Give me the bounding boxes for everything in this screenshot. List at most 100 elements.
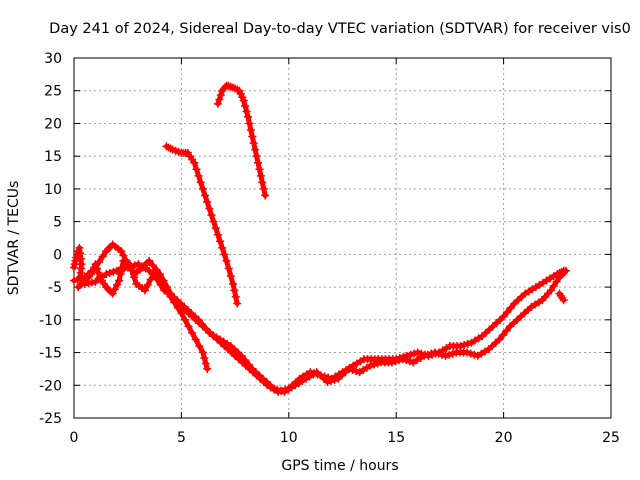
data-point — [559, 296, 568, 305]
data-point — [70, 276, 78, 285]
y-tick-label: -15 — [39, 346, 62, 362]
data-point — [191, 335, 200, 344]
data-point — [91, 260, 100, 269]
data-point — [201, 324, 210, 333]
data-point — [105, 268, 114, 277]
data-point — [243, 112, 252, 121]
y-tick-label: 20 — [44, 116, 62, 132]
data-point — [273, 385, 282, 394]
data-point — [423, 350, 432, 359]
y-tick-label: -20 — [39, 378, 62, 394]
data-point — [370, 360, 379, 369]
y-tick-labels: -25 -20 -15 -10 -5 0 5 10 15 20 25 30 — [39, 51, 62, 427]
data-point — [115, 276, 124, 285]
data-point — [73, 275, 82, 284]
data-point — [198, 184, 207, 193]
data-point — [195, 342, 204, 350]
data-point — [203, 198, 212, 206]
data-point — [241, 102, 250, 110]
data-point — [184, 322, 193, 331]
x-tick-label: 20 — [495, 430, 513, 446]
data-point — [413, 348, 422, 357]
data-point — [127, 266, 136, 275]
data-point — [226, 272, 235, 281]
data-point — [445, 350, 454, 359]
data-point — [222, 256, 231, 265]
data-point — [207, 211, 216, 220]
gridlines — [74, 58, 611, 418]
y-tick-label: 10 — [44, 182, 62, 198]
x-tick-labels: 0 5 10 15 20 25 — [70, 430, 620, 446]
data-point — [448, 349, 457, 358]
data-point — [94, 268, 103, 277]
data-point — [200, 354, 209, 362]
data-point — [125, 260, 134, 269]
data-point — [220, 250, 229, 259]
data-point — [143, 280, 152, 289]
data-point — [261, 191, 270, 200]
data-point — [203, 364, 212, 373]
data-point — [249, 139, 258, 148]
data-point — [498, 331, 507, 340]
data-point — [466, 349, 475, 358]
y-axis-label: SDTVAR / TECUs — [6, 181, 22, 296]
data-point — [117, 247, 126, 256]
data-point — [160, 286, 169, 295]
data-point — [112, 280, 121, 289]
data-point — [502, 326, 511, 335]
data-point — [373, 359, 382, 368]
data-point — [233, 299, 242, 308]
data-point — [251, 145, 260, 154]
data-point — [92, 264, 101, 273]
data-point — [427, 349, 436, 358]
data-point — [98, 252, 107, 261]
data-point — [145, 256, 154, 265]
data-point — [241, 356, 250, 365]
data-point — [213, 99, 222, 108]
data-point — [239, 96, 248, 105]
data-point — [244, 360, 253, 369]
data-point — [215, 95, 224, 104]
data-point — [102, 270, 111, 278]
data-point — [398, 355, 407, 364]
data-point — [194, 315, 203, 324]
data-point — [470, 350, 479, 359]
data-point — [441, 351, 450, 360]
data-point — [108, 289, 117, 298]
data-point — [506, 303, 515, 312]
data-point — [130, 273, 139, 282]
data-point — [198, 348, 207, 357]
data-point — [387, 358, 396, 367]
data-point — [196, 178, 205, 187]
data-point — [224, 264, 233, 273]
data-point — [148, 261, 157, 270]
data-point — [149, 270, 158, 278]
chart-title: Day 241 of 2024, Sidereal Day-to-day VTE… — [49, 21, 631, 37]
x-tick-label: 10 — [280, 430, 298, 446]
series-arc-e — [213, 81, 270, 200]
data-point — [230, 286, 239, 295]
data-series — [70, 81, 570, 396]
data-point — [276, 386, 285, 395]
y-tick-label: -10 — [39, 313, 62, 329]
data-point — [216, 91, 225, 100]
data-point — [352, 367, 361, 376]
data-point — [201, 359, 210, 368]
data-point — [216, 237, 225, 246]
data-point — [330, 375, 339, 384]
data-point — [110, 285, 119, 294]
data-point — [254, 158, 263, 167]
data-point — [503, 308, 512, 317]
data-point — [188, 328, 197, 337]
y-tick-label: -25 — [39, 411, 62, 427]
data-point — [152, 265, 161, 274]
y-tick-label: -5 — [48, 280, 62, 296]
data-point — [252, 152, 261, 161]
data-point — [463, 348, 472, 357]
x-tick-label: 15 — [387, 430, 405, 446]
data-point — [156, 280, 165, 289]
series-arc-d — [162, 142, 242, 308]
data-point — [218, 243, 227, 252]
axis-ticks — [73, 57, 612, 419]
